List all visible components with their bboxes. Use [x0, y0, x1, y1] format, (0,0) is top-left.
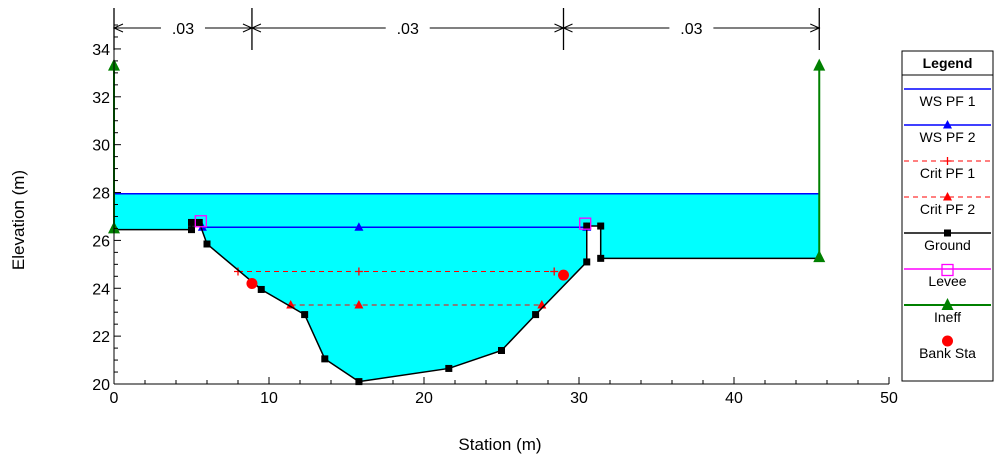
- legend-swatch-marker: [942, 335, 953, 347]
- n-value-label: .03: [680, 21, 702, 38]
- levee-point: [194, 215, 207, 228]
- legend-swatch-marker: [944, 229, 951, 237]
- legend-box: [901, 50, 994, 382]
- legend: Legend WS PF 1 WS PF 2 Crit PF 1 Crit PF 2 Gr…: [901, 50, 994, 382]
- ground-point: [195, 218, 203, 226]
- y-tick-label: 20: [92, 377, 110, 394]
- x-tick-label: 30: [570, 390, 588, 407]
- y-tick-label: 28: [92, 186, 110, 203]
- ground-point: [445, 364, 453, 372]
- y-tick-label: 30: [92, 138, 110, 155]
- ineff-top-point: [813, 58, 826, 71]
- ground-point: [597, 254, 605, 262]
- legend-swatch-marker: [943, 120, 952, 129]
- y-tick-label: 24: [92, 281, 110, 298]
- water-surface-fill: [114, 193, 820, 382]
- n-arrow-head: [250, 23, 262, 33]
- ground-point: [257, 285, 265, 293]
- n-arrow-head: [562, 23, 573, 33]
- ground-point: [321, 355, 329, 363]
- legend-entry-label: Crit PF 2: [920, 201, 975, 217]
- y-tick-label: 32: [92, 90, 110, 107]
- x-tick-label: 10: [260, 390, 278, 407]
- manning-n-layer: .03 .03 .03: [112, 8, 821, 50]
- x-tick-label: 40: [725, 390, 743, 407]
- ground-point: [583, 222, 591, 230]
- legend-swatch-marker: [941, 298, 954, 310]
- legend-title: Legend: [923, 55, 973, 71]
- y-tick-label: 26: [92, 233, 110, 250]
- crit-pf2-point: [354, 300, 364, 309]
- ws-pf2-point: [354, 222, 364, 231]
- ground-point: [355, 378, 363, 386]
- legend-entry-label: Levee: [928, 273, 966, 289]
- n-value-label: .03: [397, 21, 419, 38]
- ground-point: [583, 258, 591, 266]
- crit-pf1-point: [550, 267, 559, 276]
- axes-layer: 0 10 20 30 40 50 20 22 24 26 28 30 32 34: [92, 24, 898, 407]
- y-axis-title: Elevation (m): [9, 170, 28, 270]
- crit-pf2-point: [286, 300, 296, 309]
- bank-station-point: [246, 277, 258, 289]
- x-tick-label: 50: [880, 390, 898, 407]
- ground-point: [532, 311, 540, 319]
- water-fill-layer: [114, 193, 820, 382]
- legend-swatch-marker: [943, 157, 952, 165]
- n-value-label: .03: [172, 21, 194, 38]
- ground-point: [301, 311, 309, 319]
- ground-point: [188, 218, 195, 226]
- y-tick-label: 22: [92, 329, 110, 346]
- legend-swatch-marker: [943, 192, 952, 201]
- legend-entry-label: Ineff: [934, 309, 961, 325]
- ground-point: [498, 346, 505, 354]
- x-axis-title: Station (m): [458, 435, 541, 454]
- legend-entry-label: Crit PF 1: [920, 165, 975, 181]
- legend-entry-label: Ground: [924, 237, 971, 253]
- legend-entry-label: WS PF 1: [919, 93, 975, 109]
- x-tick-label: 0: [110, 390, 119, 407]
- x-tick-label: 20: [415, 390, 433, 407]
- series-layer: [108, 58, 826, 386]
- bank-station-point: [558, 269, 569, 281]
- n-arrow-head: [810, 23, 821, 33]
- legend-swatch-marker: [941, 263, 954, 277]
- legend-entry-label: Bank Sta: [919, 345, 976, 361]
- ineff-bottom-point: [813, 250, 826, 263]
- n-arrow-head: [112, 23, 124, 33]
- levee-point: [579, 217, 592, 230]
- ground-point: [597, 222, 605, 230]
- y-tick-label: 34: [92, 42, 110, 59]
- legend-entry-label: WS PF 2: [919, 129, 975, 145]
- ground-point: [203, 240, 211, 248]
- ground-point: [188, 226, 195, 234]
- crit-pf1-point: [354, 267, 363, 276]
